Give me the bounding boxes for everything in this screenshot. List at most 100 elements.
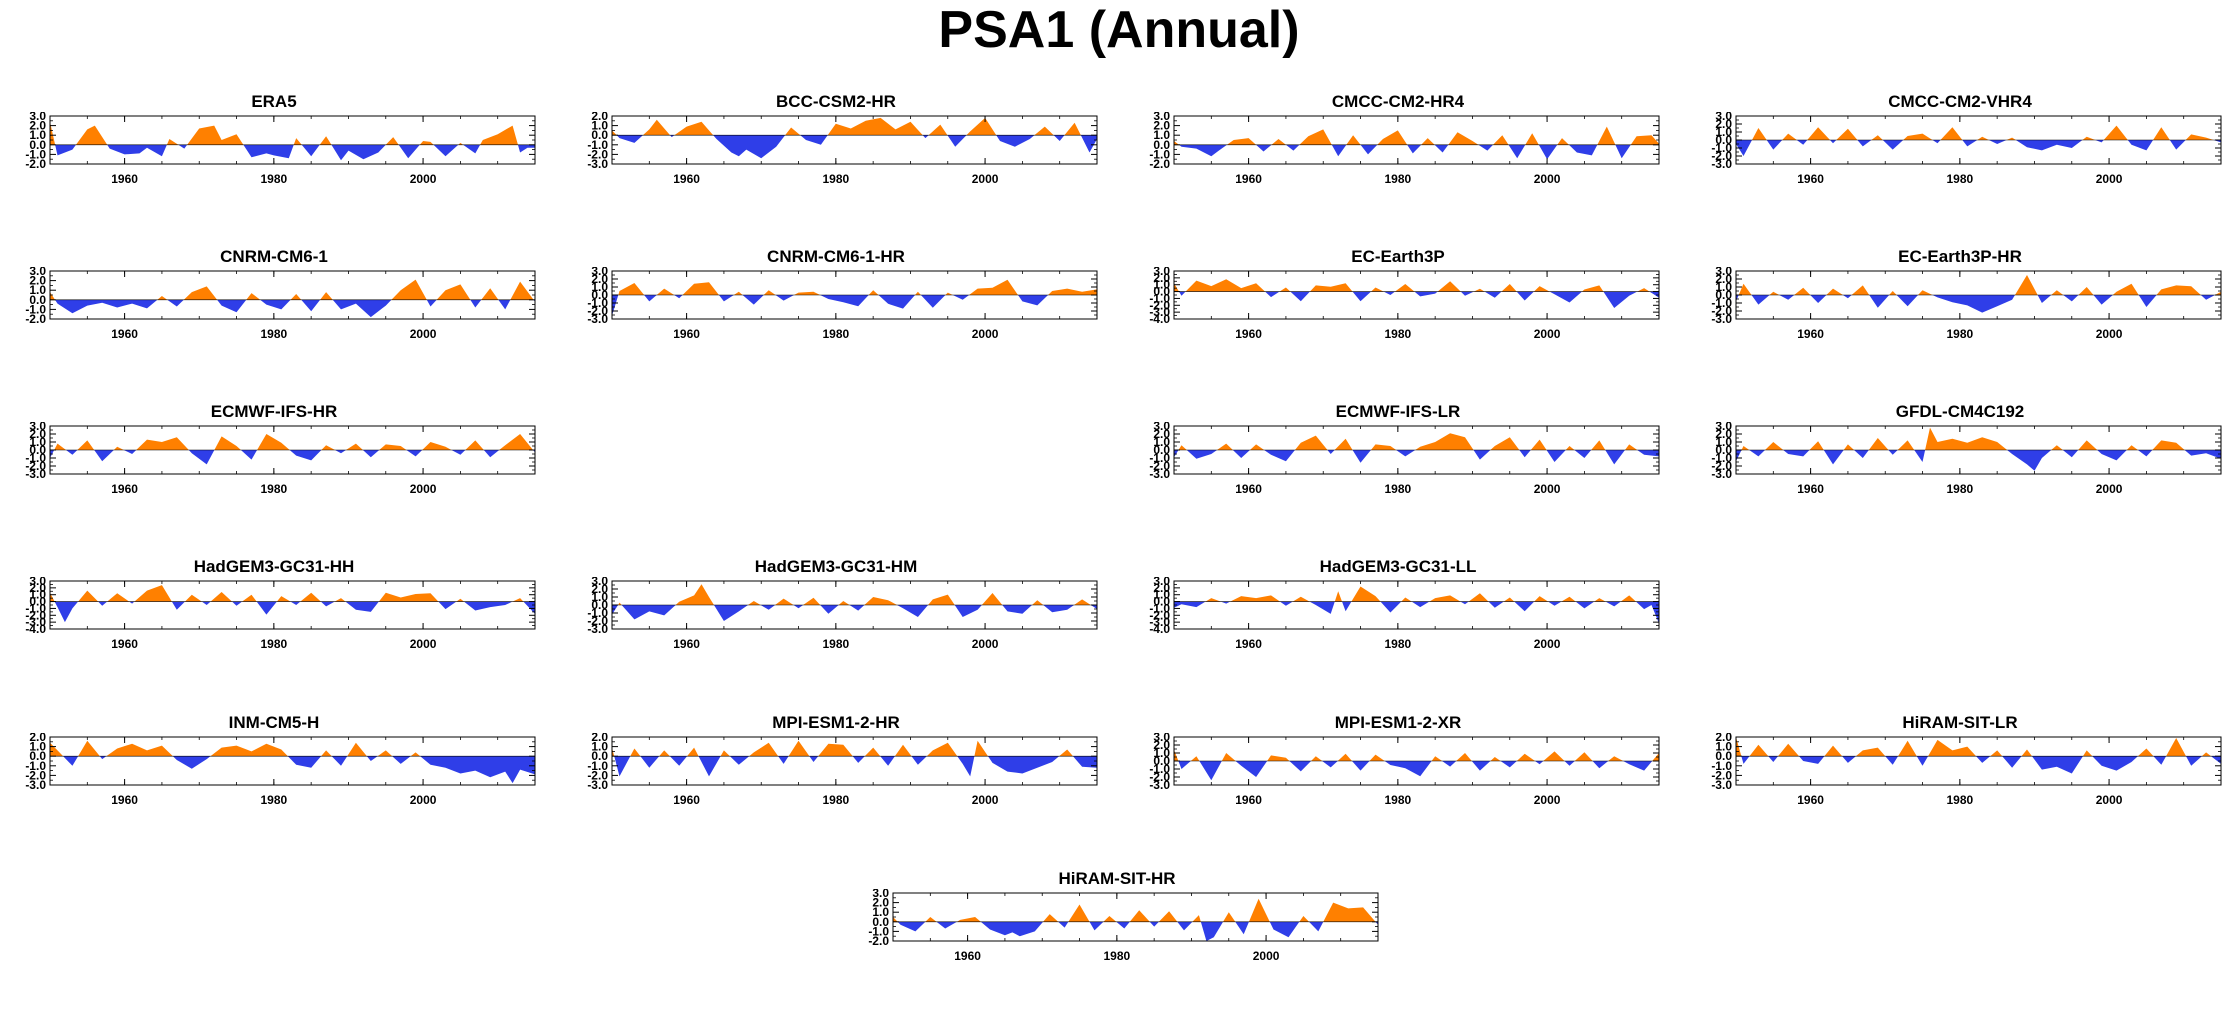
positive-anomaly-area — [50, 121, 518, 145]
y-tick-label: 0.0 — [1715, 749, 1732, 763]
x-tick-label: 1960 — [1797, 327, 1824, 341]
panel-title: HadGEM3-GC31-HH — [193, 557, 355, 576]
positive-anomaly-area — [50, 279, 534, 300]
panel-plot: 3.02.01.00.0-1.0-2.0-3.0 1960 1980 2000 — [587, 577, 1098, 651]
x-tick-label: 2000 — [972, 172, 999, 186]
negative-anomaly-area — [614, 756, 1097, 777]
panel-plot: 3.02.01.00.0-1.0-2.0 1960 1980 2000 — [868, 889, 1379, 963]
y-tick-label: 1.0 — [872, 905, 889, 919]
x-tick-label: 2000 — [410, 637, 437, 651]
x-tick-label: 2000 — [1253, 949, 1280, 963]
positive-anomaly-area — [1736, 427, 2221, 450]
y-tick-label: -4.0 — [25, 622, 46, 636]
x-tick-label: 1960 — [1235, 793, 1262, 807]
y-tick-label: 0.0 — [29, 138, 46, 152]
panel-title: HadGEM3-GC31-LL — [1319, 557, 1477, 576]
positive-anomaly-area — [1174, 126, 1659, 145]
y-tick-label: -3.0 — [587, 622, 608, 636]
x-tick-label: 1980 — [1384, 793, 1411, 807]
y-tick-label: -2.0 — [587, 304, 608, 318]
y-tick-label: 2.0 — [29, 733, 46, 744]
y-tick-label: -1.0 — [1711, 141, 1732, 155]
y-tick-label: 0.0 — [1715, 133, 1732, 147]
panel-inm-cm5-h: INM-CM5-H 2.0 1.0 0.0 -1.0 -2.0 -3.0 1960 1980 20… — [0, 713, 548, 843]
x-tick-label: 1980 — [1946, 482, 1973, 496]
y-tick-label: 1.0 — [1715, 125, 1732, 139]
y-tick-label: 1.0 — [591, 590, 608, 604]
panel-title: HiRAM-SIT-HR — [1058, 869, 1176, 888]
y-tick-label: 2.0 — [1715, 117, 1732, 131]
panel-plot: 3.02.01.00.0-1.0-2.0-3.0 1960 1980 2000 — [587, 267, 1098, 341]
y-tick-label: -2.0 — [1149, 459, 1170, 473]
panel-plot: 3.02.01.00.0-1.0-2.0-3.0-4.0 1960 1980 2000 — [1149, 267, 1660, 341]
y-tick-label: -1.0 — [1711, 451, 1732, 465]
positive-anomaly-area — [1174, 749, 1659, 761]
y-tick-label: -2.0 — [1149, 157, 1170, 171]
y-tick-label: 2.0 — [29, 581, 46, 595]
negative-anomaly-area — [616, 135, 1097, 159]
y-tick-label: 1.0 — [591, 280, 608, 294]
x-tick-label: 1960 — [1235, 482, 1262, 496]
positive-anomaly-area — [1174, 279, 1650, 292]
y-tick-label: 1.0 — [29, 128, 46, 142]
y-tick-label: -3.0 — [25, 778, 46, 792]
panel-plot: 3.02.01.00.0-1.0-2.0-3.0 1960 1980 2000 — [1711, 267, 2222, 341]
y-tick-label: -2.0 — [1711, 768, 1732, 782]
y-tick-label: 2.0 — [29, 274, 46, 288]
x-tick-label: 1980 — [260, 327, 287, 341]
x-tick-label: 2000 — [410, 327, 437, 341]
y-tick-label: -1.0 — [25, 302, 46, 316]
y-tick-label: -3.0 — [1711, 778, 1732, 792]
y-tick-label: 3.0 — [1715, 112, 1732, 123]
positive-anomaly-area — [1736, 125, 2221, 140]
panel-plot: 3.02.01.00.0-1.0-2.0-3.0 1960 1980 2000 — [1149, 733, 1660, 807]
y-tick-label: 0.0 — [591, 128, 608, 142]
panel-title: ECMWF-IFS-HR — [210, 402, 338, 421]
x-tick-label: 1960 — [111, 637, 138, 651]
x-tick-label: 1960 — [954, 949, 981, 963]
y-tick-label: 1.0 — [29, 740, 46, 754]
panel-title: BCC-CSM2-HR — [776, 92, 896, 111]
panel-hiram-sit-hr: HiRAM-SIT-HR 3.0 2.0 1.0 0.0 -1.0 -2.0 1960 1980… — [843, 869, 1391, 999]
y-tick-label: -2.0 — [1711, 304, 1732, 318]
y-tick-label: -2.0 — [25, 608, 46, 622]
y-tick-label: 0.0 — [29, 443, 46, 457]
y-tick-label: -3.0 — [587, 778, 608, 792]
panel-title: CMCC-CM2-HR4 — [1331, 92, 1465, 111]
panel-plot: 3.02.01.00.0-1.0-2.0 1960 1980 2000 — [1149, 112, 1660, 186]
x-tick-label: 1980 — [822, 172, 849, 186]
negative-anomaly-area — [612, 605, 1097, 621]
positive-anomaly-area — [1174, 433, 1659, 450]
negative-anomaly-area — [1736, 450, 2221, 471]
y-tick-label: 3.0 — [1153, 267, 1170, 278]
x-tick-label: 1980 — [1946, 793, 1973, 807]
y-tick-label: 0.0 — [591, 598, 608, 612]
x-tick-label: 2000 — [2096, 482, 2123, 496]
panel-hiram-sit-lr: HiRAM-SIT-LR 2.0 1.0 0.0 -1.0 -2.0 -3.0 1960 198… — [1686, 713, 2234, 843]
y-tick-label: -2.0 — [1149, 298, 1170, 312]
y-tick-label: 0.0 — [591, 749, 608, 763]
x-tick-label: 2000 — [1534, 172, 1561, 186]
negative-anomaly-area — [1174, 291, 1659, 308]
y-tick-label: 0.0 — [591, 288, 608, 302]
y-tick-label: 0.0 — [29, 595, 46, 609]
y-tick-label: 2.0 — [1153, 271, 1170, 285]
y-tick-label: -3.0 — [1711, 157, 1732, 171]
panel-plot: 3.02.01.00.0-1.0-2.0-3.0 1960 1980 2000 — [1149, 422, 1660, 496]
y-tick-label: -1.0 — [1149, 451, 1170, 465]
negative-anomaly-area — [1174, 601, 1659, 624]
y-tick-label: -1.0 — [1149, 601, 1170, 615]
y-tick-label: -1.0 — [1149, 147, 1170, 161]
x-tick-label: 1960 — [111, 172, 138, 186]
y-tick-label: 3.0 — [29, 267, 46, 278]
y-tick-label: -1.0 — [587, 759, 608, 773]
positive-anomaly-area — [612, 279, 1097, 295]
negative-anomaly-area — [50, 601, 535, 623]
y-tick-label: 3.0 — [591, 267, 608, 278]
negative-anomaly-area — [612, 295, 1097, 316]
negative-anomaly-area — [63, 756, 535, 784]
y-tick-label: 0.0 — [872, 915, 889, 929]
y-tick-label: 2.0 — [591, 582, 608, 596]
x-tick-label: 1960 — [673, 793, 700, 807]
y-tick-label: -2.0 — [25, 768, 46, 782]
